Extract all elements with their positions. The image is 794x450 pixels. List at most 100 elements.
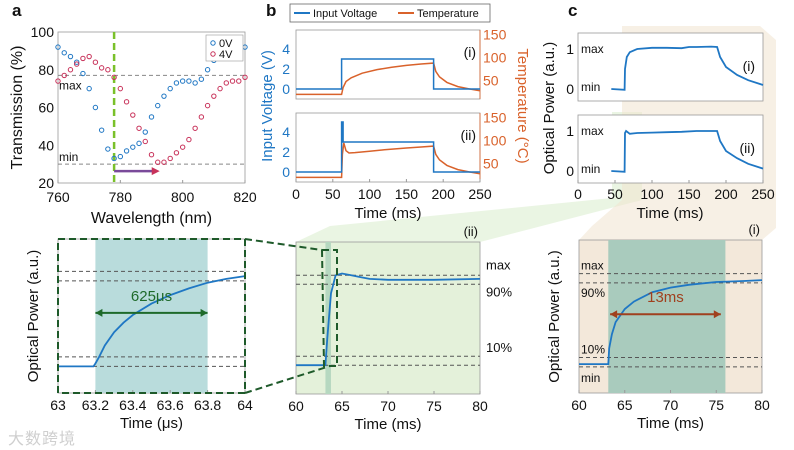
data-point-4V [105,67,111,73]
x-axis-label: Time (ms) [355,416,422,433]
data-point-4V [74,61,80,67]
zoom-connector-line [244,238,323,251]
data-point-4V [236,78,242,84]
x-axis-label: Time (ms) [637,415,704,432]
y-tick-label: 0 [566,163,574,179]
duration-label: 13ms [647,289,684,306]
level-label: 10% [486,340,512,355]
y-axis-label: Input Voltage (V) [259,50,276,162]
voltage-line [296,58,480,90]
data-point-0V [167,85,173,92]
x-tick-label: 80 [754,397,770,413]
y2-tick-label: 100 [483,133,507,149]
temperature-line [296,142,481,179]
y-tick-label: 1 [566,41,574,57]
x-tick-label: 820 [233,189,257,205]
panel-c-axes-1 [577,32,764,102]
y-axis-label: Transmission (%) [9,46,26,170]
data-point-4V [179,144,186,150]
data-point-0V [67,53,74,60]
legend [289,3,491,23]
max-label: max [581,42,604,56]
subplot-tag: (i) [748,222,760,237]
y-tick-label: 0 [282,81,290,97]
subplot-tag: (i) [743,58,755,74]
zoom-frame [57,238,246,394]
panel-label-b: b [266,1,276,20]
y-axis-label: Optical Power (a.u.) [25,250,42,383]
data-point-4V [223,80,230,86]
optical-power-line [611,45,764,91]
data-point-4V [117,85,124,92]
min-label: min [581,162,600,176]
level-label: min [581,371,600,385]
x-tick-label: 63.8 [194,397,221,413]
data-point-4V [86,53,92,60]
optical-power-line [579,279,763,365]
y-tick-label: 1 [566,123,574,139]
x-tick-label: 100 [640,186,664,202]
data-point-4V [67,67,74,73]
data-point-0V [61,50,67,56]
x-tick-label: 70 [380,398,396,414]
data-point-0V [98,127,105,133]
x-tick-label: 50 [607,186,623,202]
y-tick-label: 20 [38,175,54,191]
data-point-4V [80,55,86,62]
x-tick-label: 150 [677,186,701,202]
data-point-0V [117,153,124,160]
data-point-4V [204,102,211,109]
shift-arrow-head [151,167,160,176]
panel-label-c: c [568,1,577,20]
y-tick-label: 4 [282,124,290,140]
x-tick-label: 65 [334,398,350,414]
x-tick-label: 780 [109,189,133,205]
optical-power-line [296,272,481,367]
min-label: min [59,150,78,164]
data-point-0V [161,93,167,99]
x-axis-label: Time (μs) [120,415,183,432]
legend-label: 0V [219,38,233,50]
y2-tick-label: 150 [483,110,507,126]
x-axis-label: Time (ms) [637,205,704,222]
y-tick-label: 0 [282,164,290,180]
x-tick-label: 63 [50,397,66,413]
data-point-4V [142,138,148,145]
data-point-4V [136,125,142,131]
x-tick-label: 64 [237,397,253,413]
data-point-0V [179,78,186,84]
data-point-4V [211,93,217,99]
legend-label: Input Voltage [313,8,377,20]
subplot-tag: (ii) [739,140,755,156]
x-tick-label: 60 [571,397,587,413]
shaded-rise-region [608,240,726,393]
x-axis-label: Wavelength (nm) [91,210,212,227]
y-tick-label: 2 [282,61,290,77]
max-label: max [59,78,82,92]
subplot-tag: (ii) [460,127,476,143]
x-axis-label: Time (ms) [355,205,422,222]
level-label: max [581,259,604,273]
data-point-4V [217,85,223,92]
data-point-0V [80,70,86,77]
data-point-0V [204,67,211,73]
data-point-0V [186,78,192,84]
y-tick-label: 80 [38,62,54,78]
duration-arrow [95,308,208,317]
data-point-4V [161,159,167,165]
min-label: min [581,80,600,94]
data-point-4V [198,114,205,120]
data-point-4V [61,72,67,79]
x-tick-label: 760 [46,189,70,205]
data-point-0V [198,76,205,82]
optical-power-line [611,129,764,173]
duration-label: 625μs [131,288,172,305]
data-point-0V [155,102,161,109]
x-tick-label: 63.6 [157,397,184,413]
y2-tick-label: 50 [483,156,499,172]
panel-label-a: a [12,1,22,20]
data-point-4V [155,159,161,165]
voltage-line [296,121,480,173]
y-axis-label: Optical Power (a.u.) [541,42,558,175]
